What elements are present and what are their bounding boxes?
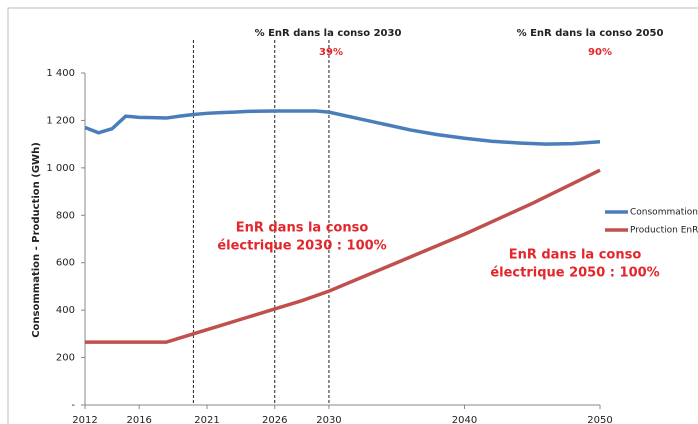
y-tick-label: 1 200 <box>46 115 75 126</box>
y-tick-label: 1 000 <box>46 163 75 174</box>
y-tick-label: 200 <box>56 353 75 364</box>
top-label-title: % EnR dans la conso 2050 <box>517 28 664 39</box>
x-tick-label: 2040 <box>452 415 477 424</box>
annotation: EnR dans la conso <box>236 221 369 236</box>
legend-label: Consommation <box>630 208 698 218</box>
annotation: électrique 2050 : 100% <box>490 266 659 281</box>
x-tick-label: 2026 <box>262 415 287 424</box>
y-tick-label: 800 <box>56 210 75 221</box>
legend-label: Production EnR <box>630 226 698 236</box>
y-tick-label: 600 <box>56 258 75 269</box>
series-line <box>85 168 601 344</box>
x-tick-label: 2030 <box>316 415 341 424</box>
top-label-value: 39% <box>319 47 343 58</box>
y-axis-label: Consommation - Production (GWh) <box>31 142 42 338</box>
y-tick-label: 400 <box>56 305 75 316</box>
top-label-value: 90% <box>588 47 612 58</box>
x-tick-label: 2021 <box>194 415 219 424</box>
y-tick-label: - <box>71 400 75 411</box>
annotation: EnR dans la conso <box>509 248 642 263</box>
chart-border <box>7 7 698 424</box>
top-label-title: % EnR dans la conso 2030 <box>255 28 402 39</box>
x-tick-label: 2012 <box>72 415 97 424</box>
y-tick-label: 1 400 <box>46 68 75 79</box>
annotation: électrique 2030 : 100% <box>217 239 386 254</box>
x-tick-label: 2050 <box>587 415 612 424</box>
series-line <box>84 109 601 146</box>
x-tick-label: 2016 <box>126 415 151 424</box>
